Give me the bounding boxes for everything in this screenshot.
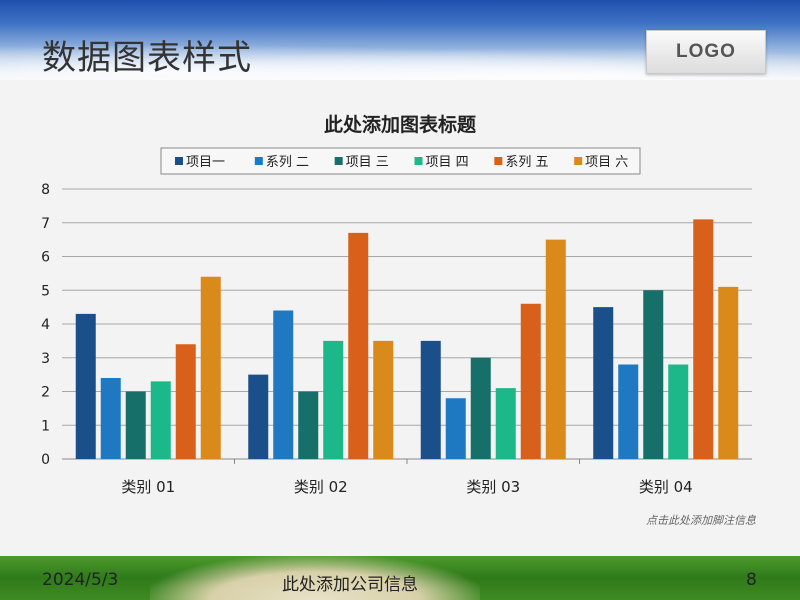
x-tick-label: 类别 02 [294, 478, 348, 496]
bar [545, 239, 566, 459]
y-tick-label: 7 [41, 216, 50, 232]
y-tick-label: 4 [41, 317, 50, 333]
x-tick-label: 类别 04 [639, 478, 693, 496]
bar [273, 310, 294, 459]
bar [420, 340, 441, 459]
chart-footnote: 点击此处添加脚注信息 [646, 514, 756, 527]
bar-chart: 此处添加图表标题 0 1 2 3 4 5 6 7 8 类别 01 类别 02 类别 03 类别 04 项目一… [41, 113, 756, 527]
bar [618, 364, 639, 459]
legend-label: 项目 六 [585, 155, 628, 170]
y-tick-label: 5 [41, 283, 50, 299]
x-tick-label: 类别 01 [121, 478, 175, 496]
legend-swatch [254, 157, 263, 165]
bar [693, 219, 714, 459]
legend-label: 项目 四 [426, 155, 469, 170]
bar [150, 381, 171, 459]
legend-swatch [175, 157, 183, 165]
footer-path [150, 556, 480, 600]
bar [668, 364, 689, 459]
legend-label: 系列 五 [505, 155, 548, 170]
bar [100, 378, 121, 459]
y-tick-label: 0 [41, 452, 50, 468]
y-tick-label: 6 [41, 250, 50, 266]
bar [495, 388, 516, 459]
bar [200, 276, 221, 459]
bar [248, 374, 269, 459]
footer-date: 2024/5/3 [42, 570, 119, 590]
bar [470, 357, 491, 459]
y-tick-label: 2 [41, 385, 50, 401]
page-title: 数据图表样式 [42, 38, 252, 78]
legend-swatch [494, 157, 503, 165]
bar [520, 303, 541, 459]
bar [125, 391, 146, 459]
bar [445, 398, 466, 459]
x-tick-label: 类别 03 [466, 478, 520, 496]
y-tick-label: 1 [41, 418, 50, 434]
bar [175, 344, 196, 459]
footer-company: 此处添加公司信息 [282, 575, 418, 595]
legend-swatch [334, 157, 343, 165]
bar [75, 313, 96, 459]
bar [298, 391, 319, 459]
bar [643, 290, 664, 459]
logo: LOGO [646, 30, 766, 74]
legend-label: 项目 三 [346, 155, 389, 170]
legend-swatch [574, 157, 583, 165]
bar [718, 286, 739, 459]
bar [323, 340, 344, 459]
bar [373, 340, 394, 459]
legend-label: 项目一 [186, 155, 225, 170]
bar [593, 307, 614, 459]
legend-swatch [414, 157, 423, 165]
y-tick-label: 8 [41, 182, 50, 198]
y-tick-label: 3 [41, 351, 50, 367]
chart-title: 此处添加图表标题 [324, 113, 476, 136]
legend-box [160, 147, 641, 175]
legend-label: 系列 二 [266, 155, 309, 170]
page-number: 8 [746, 570, 757, 590]
bar [348, 232, 369, 459]
